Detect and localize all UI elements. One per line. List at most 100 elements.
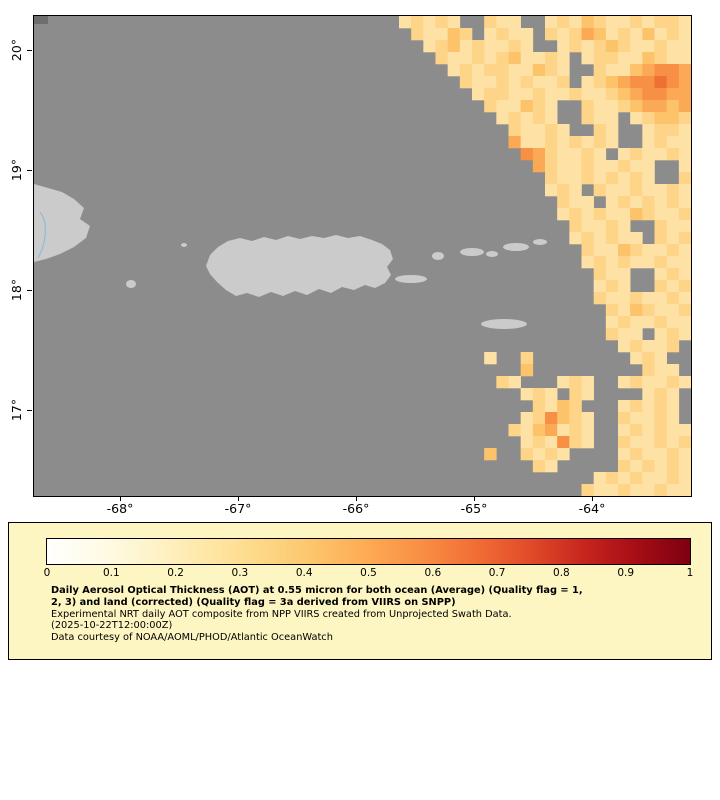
aot-cell: [593, 76, 607, 89]
aot-cell: [678, 460, 691, 473]
aot-cell: [678, 172, 691, 185]
aot-cell: [484, 52, 497, 65]
aot-cell: [678, 28, 691, 41]
aot-cell: [654, 304, 667, 317]
aot-cell: [593, 136, 607, 149]
aot-cell: [642, 52, 655, 65]
aot-cell: [678, 196, 691, 209]
aot-cell: [557, 52, 570, 65]
aot-cell: [642, 460, 655, 473]
aot-cell: [654, 88, 667, 101]
aot-cell: [545, 76, 558, 89]
aot-cell: [642, 364, 655, 377]
aot-cell: [520, 388, 534, 401]
aot-cell: [520, 436, 534, 449]
aot-cell: [532, 124, 546, 137]
aot-cell: [654, 328, 667, 341]
colorbar-tick-label: 0.4: [295, 567, 313, 579]
aot-cell: [593, 220, 607, 233]
aot-cell: [678, 88, 691, 101]
aot-cell: [520, 112, 534, 125]
aot-cell: [630, 184, 643, 197]
aot-cell: [496, 112, 509, 125]
aot-cell: [678, 220, 691, 233]
aot-cell: [447, 16, 461, 29]
aot-cell: [569, 16, 582, 29]
y-axis-label: 19°: [9, 158, 24, 182]
x-axis-tick: [356, 496, 357, 501]
aot-cell: [630, 16, 643, 29]
aot-cell: [399, 16, 412, 29]
aot-cell: [605, 316, 619, 329]
aot-cell: [654, 316, 667, 329]
aot-cell: [618, 64, 631, 77]
aot-cell: [666, 304, 680, 317]
aot-cell: [496, 40, 509, 53]
aot-cell: [666, 316, 680, 329]
aot-cell: [508, 112, 521, 125]
aot-cell: [630, 28, 643, 41]
aot-cell: [581, 376, 594, 389]
colorbar-tick-label: 0.1: [102, 567, 120, 579]
aot-cell: [472, 76, 485, 89]
aot-cell: [642, 412, 655, 425]
aot-cell: [545, 184, 558, 197]
aot-cell: [496, 16, 509, 29]
aot-cell: [484, 40, 497, 53]
aot-cell: [581, 388, 594, 401]
island-desecheo: [181, 243, 187, 247]
aot-cell: [532, 388, 546, 401]
aot-cell: [618, 328, 631, 341]
aot-cell: [642, 28, 655, 41]
aot-cell: [618, 484, 631, 496]
aot-cell: [618, 40, 631, 53]
aot-cell: [557, 16, 570, 29]
aot-cell: [605, 484, 619, 496]
legend-credit: Data courtesy of NOAA/AOML/PHOD/Atlantic…: [51, 632, 333, 644]
aot-cell: [630, 340, 643, 353]
aot-cell: [666, 100, 680, 113]
aot-cell: [678, 208, 691, 221]
aot-cell: [642, 388, 655, 401]
aot-cell: [605, 232, 619, 245]
aot-cell: [569, 40, 582, 53]
aot-cell: [618, 172, 631, 185]
aot-cell: [630, 208, 643, 221]
aot-cell: [605, 304, 619, 317]
aot-cell: [630, 292, 643, 305]
aot-cell: [678, 328, 691, 341]
aot-cell: [593, 472, 607, 485]
map-svg: [34, 16, 691, 496]
aot-cell: [630, 244, 643, 257]
aot-cell: [630, 352, 643, 365]
aot-cell: [666, 484, 680, 496]
aot-cell: [581, 244, 594, 257]
aot-cell: [605, 472, 619, 485]
aot-cell: [411, 28, 424, 41]
aot-cell: [666, 76, 680, 89]
aot-cell: [678, 484, 691, 496]
aot-cell: [630, 100, 643, 113]
aot-cell: [569, 424, 582, 437]
aot-cell: [642, 352, 655, 365]
aot-cell: [654, 268, 667, 281]
aot-cell: [642, 100, 655, 113]
aot-cell: [532, 400, 546, 413]
aot-cell: [496, 88, 509, 101]
aot-cell: [654, 184, 667, 197]
aot-cell: [520, 352, 534, 365]
aot-cell: [508, 136, 521, 149]
aot-cell: [654, 280, 667, 293]
aot-cell: [593, 28, 607, 41]
aot-cell: [447, 52, 461, 65]
aot-cell: [678, 472, 691, 485]
aot-cell: [605, 40, 619, 53]
aot-cell: [581, 76, 594, 89]
aot-cell: [678, 52, 691, 65]
aot-cell: [532, 100, 546, 113]
aot-cell: [618, 436, 631, 449]
aot-cell: [520, 148, 534, 161]
aot-cell: [423, 40, 436, 53]
aot-cell: [654, 352, 667, 365]
aot-cell: [605, 136, 619, 149]
